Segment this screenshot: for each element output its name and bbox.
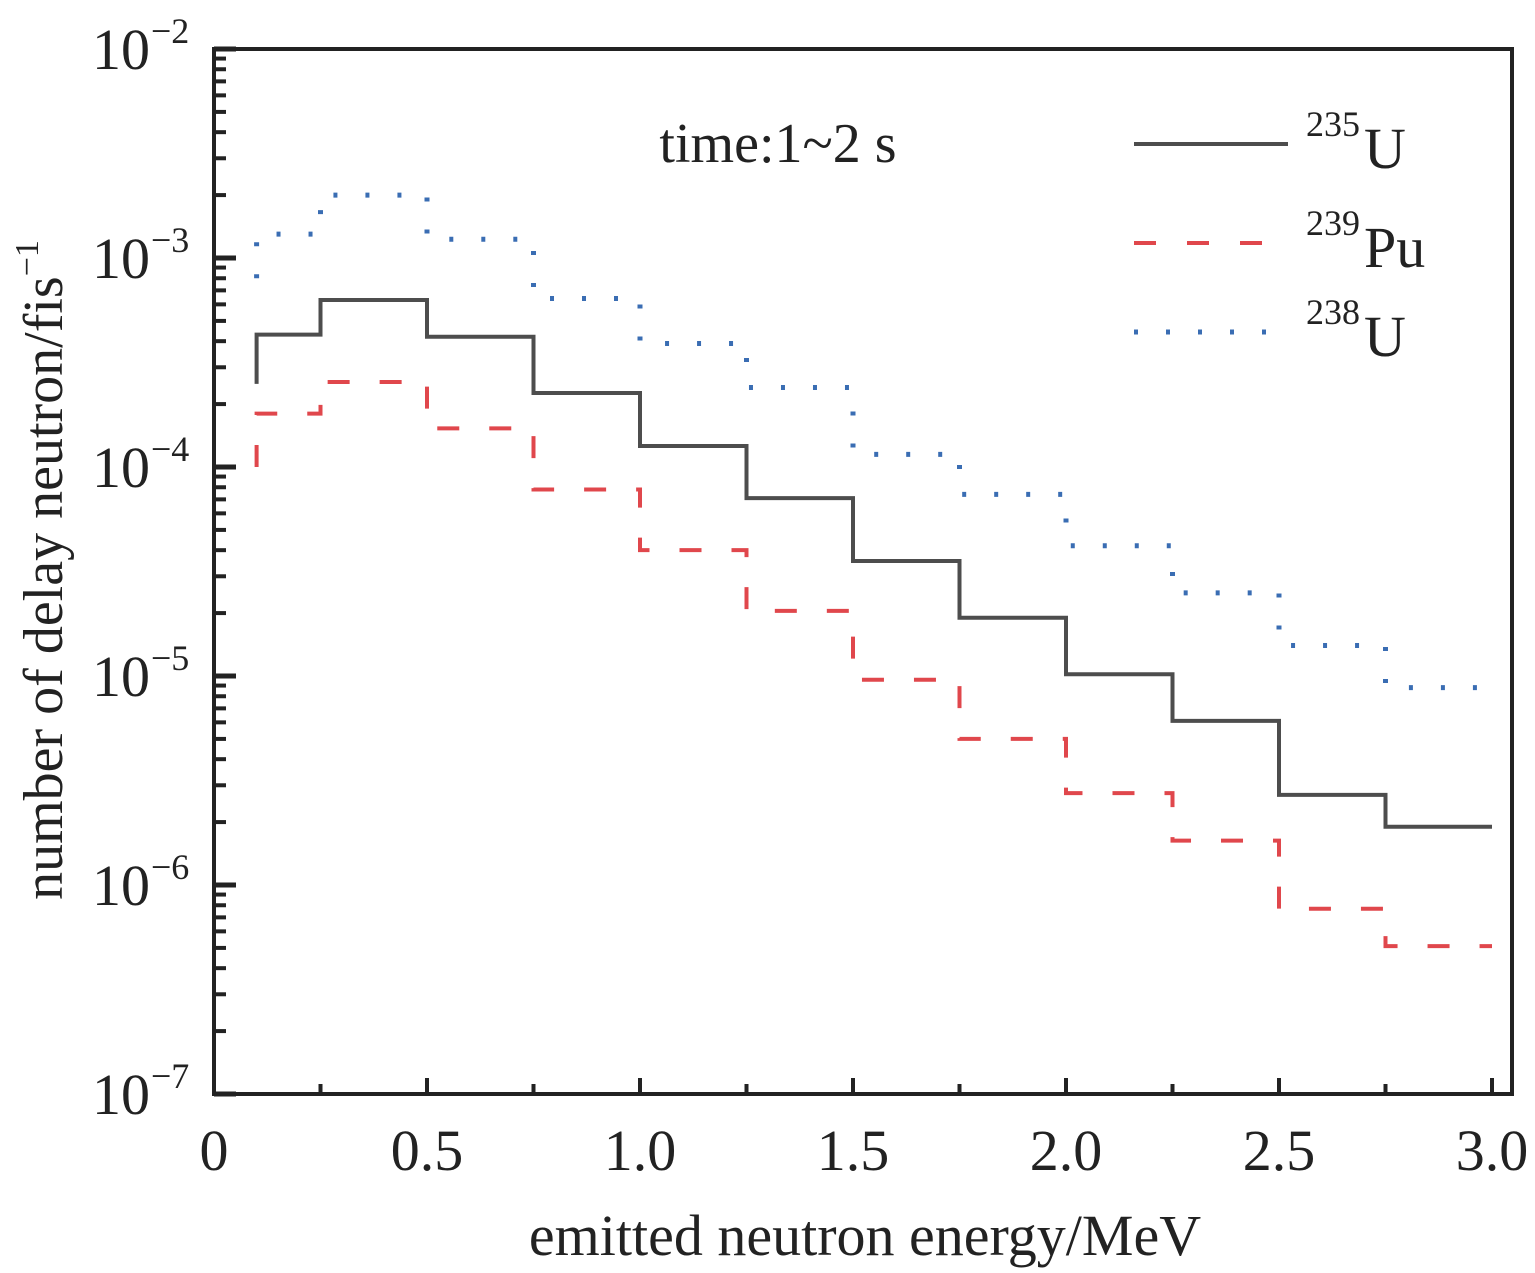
y-tick-exponent: −5 — [151, 638, 189, 678]
svg-text:number of delay neutron/fis−1: number of delay neutron/fis−1 — [9, 240, 75, 900]
y-tick-label: 10 — [92, 17, 150, 82]
annotation-time: time:1~2 s — [659, 113, 896, 175]
x-tick-label: 1.5 — [817, 1118, 890, 1183]
x-axis-label: emitted neutron energy/MeV — [529, 1203, 1201, 1268]
x-tick-label: 3.0 — [1456, 1118, 1529, 1183]
y-tick-label: 10 — [92, 226, 150, 291]
plot-frame — [212, 47, 1514, 1096]
series-line-239Pu — [254, 380, 1492, 949]
y-tick-exponent: −3 — [151, 220, 189, 260]
legend-label: U — [1364, 304, 1406, 369]
x-tick-label: 0 — [200, 1118, 229, 1183]
y-tick-exponent: −6 — [151, 847, 189, 887]
x-tick-label: 0.5 — [391, 1118, 464, 1183]
y-tick-exponent: −2 — [151, 11, 189, 51]
axes-layer — [212, 46, 1514, 1097]
y-tick-label: 10 — [92, 435, 150, 500]
y-axis-label: number of delay neutron/fis−1 — [9, 240, 75, 900]
x-tick-label: 2.5 — [1243, 1118, 1316, 1183]
series-line-235U — [254, 297, 1492, 829]
series-line-238U — [254, 192, 1492, 691]
legend-mass-number: 238 — [1306, 292, 1360, 332]
legend-label: Pu — [1364, 215, 1425, 280]
legend-label: U — [1364, 116, 1406, 181]
legend-mass-number: 235 — [1306, 104, 1360, 144]
y-tick-label: 10 — [92, 853, 150, 918]
series-layer — [254, 192, 1492, 949]
y-tick-exponent: −7 — [151, 1056, 189, 1096]
legend-mass-number: 239 — [1306, 203, 1360, 243]
y-axis-label-text: number of delay neutron/fis — [13, 276, 75, 900]
y-axis-label-sup: −1 — [9, 240, 46, 276]
x-tick-label: 2.0 — [1030, 1118, 1103, 1183]
x-tick-label: 1.0 — [604, 1118, 677, 1183]
tick-labels: 0 0.5 1.0 1.5 2.0 2.5 3.010 −710 −610 −510 −410 −31… — [92, 11, 1528, 1183]
y-tick-label: 10 — [92, 644, 150, 709]
y-tick-exponent: −4 — [151, 429, 189, 469]
y-tick-label: 10 — [92, 1062, 150, 1127]
